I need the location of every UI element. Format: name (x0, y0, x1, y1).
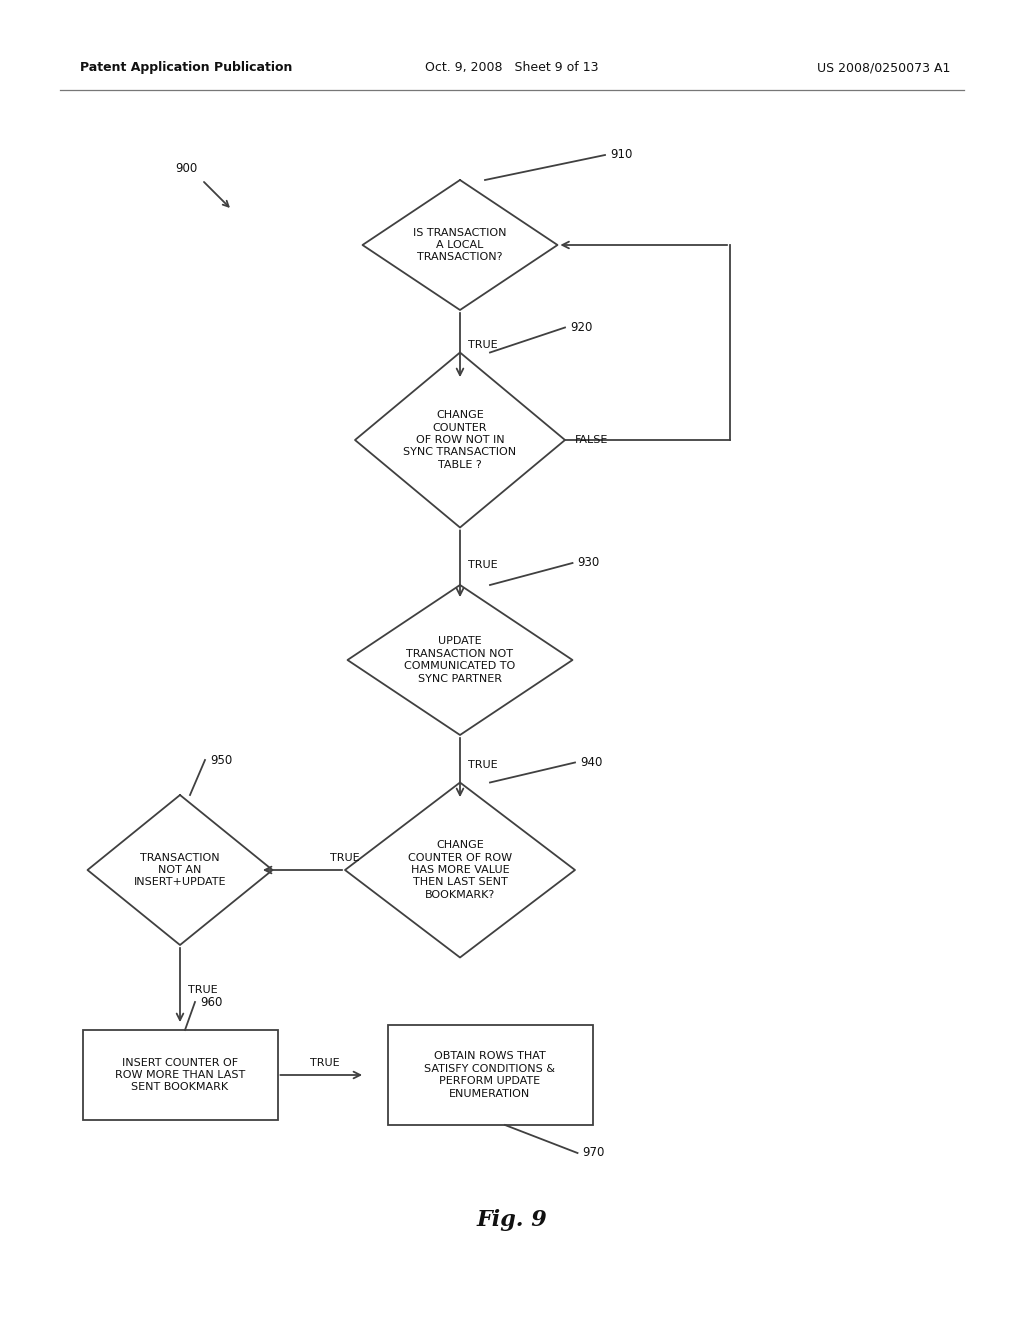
Text: UPDATE
TRANSACTION NOT
COMMUNICATED TO
SYNC PARTNER: UPDATE TRANSACTION NOT COMMUNICATED TO S… (404, 636, 516, 684)
Text: 970: 970 (583, 1147, 605, 1159)
Text: OBTAIN ROWS THAT
SATISFY CONDITIONS &
PERFORM UPDATE
ENUMERATION: OBTAIN ROWS THAT SATISFY CONDITIONS & PE… (425, 1052, 555, 1098)
Text: TRUE: TRUE (468, 341, 498, 350)
Text: IS TRANSACTION
A LOCAL
TRANSACTION?: IS TRANSACTION A LOCAL TRANSACTION? (414, 227, 507, 263)
Text: TRUE: TRUE (310, 1059, 340, 1068)
Bar (387, 1026, 593, 1125)
Text: 910: 910 (610, 149, 633, 161)
Text: TRUE: TRUE (188, 985, 218, 995)
Text: Fig. 9: Fig. 9 (476, 1209, 548, 1232)
Text: CHANGE
COUNTER
OF ROW NOT IN
SYNC TRANSACTION
TABLE ?: CHANGE COUNTER OF ROW NOT IN SYNC TRANSA… (403, 411, 516, 470)
Text: Oct. 9, 2008   Sheet 9 of 13: Oct. 9, 2008 Sheet 9 of 13 (425, 62, 599, 74)
Text: US 2008/0250073 A1: US 2008/0250073 A1 (816, 62, 950, 74)
Text: 950: 950 (210, 754, 232, 767)
Text: TRUE: TRUE (468, 760, 498, 770)
Text: FALSE: FALSE (575, 436, 608, 445)
Text: CHANGE
COUNTER OF ROW
HAS MORE VALUE
THEN LAST SENT
BOOKMARK?: CHANGE COUNTER OF ROW HAS MORE VALUE THE… (408, 841, 512, 900)
Text: TRANSACTION
NOT AN
INSERT+UPDATE: TRANSACTION NOT AN INSERT+UPDATE (134, 853, 226, 887)
Text: 900: 900 (175, 161, 198, 174)
Text: TRUE: TRUE (468, 560, 498, 570)
Text: TRUE: TRUE (330, 853, 359, 863)
Text: 940: 940 (580, 756, 602, 770)
Text: INSERT COUNTER OF
ROW MORE THAN LAST
SENT BOOKMARK: INSERT COUNTER OF ROW MORE THAN LAST SEN… (115, 1057, 245, 1093)
Text: 920: 920 (570, 321, 592, 334)
Text: 960: 960 (200, 995, 222, 1008)
Text: 930: 930 (578, 557, 600, 569)
Text: Patent Application Publication: Patent Application Publication (80, 62, 293, 74)
Bar (83, 1030, 278, 1119)
